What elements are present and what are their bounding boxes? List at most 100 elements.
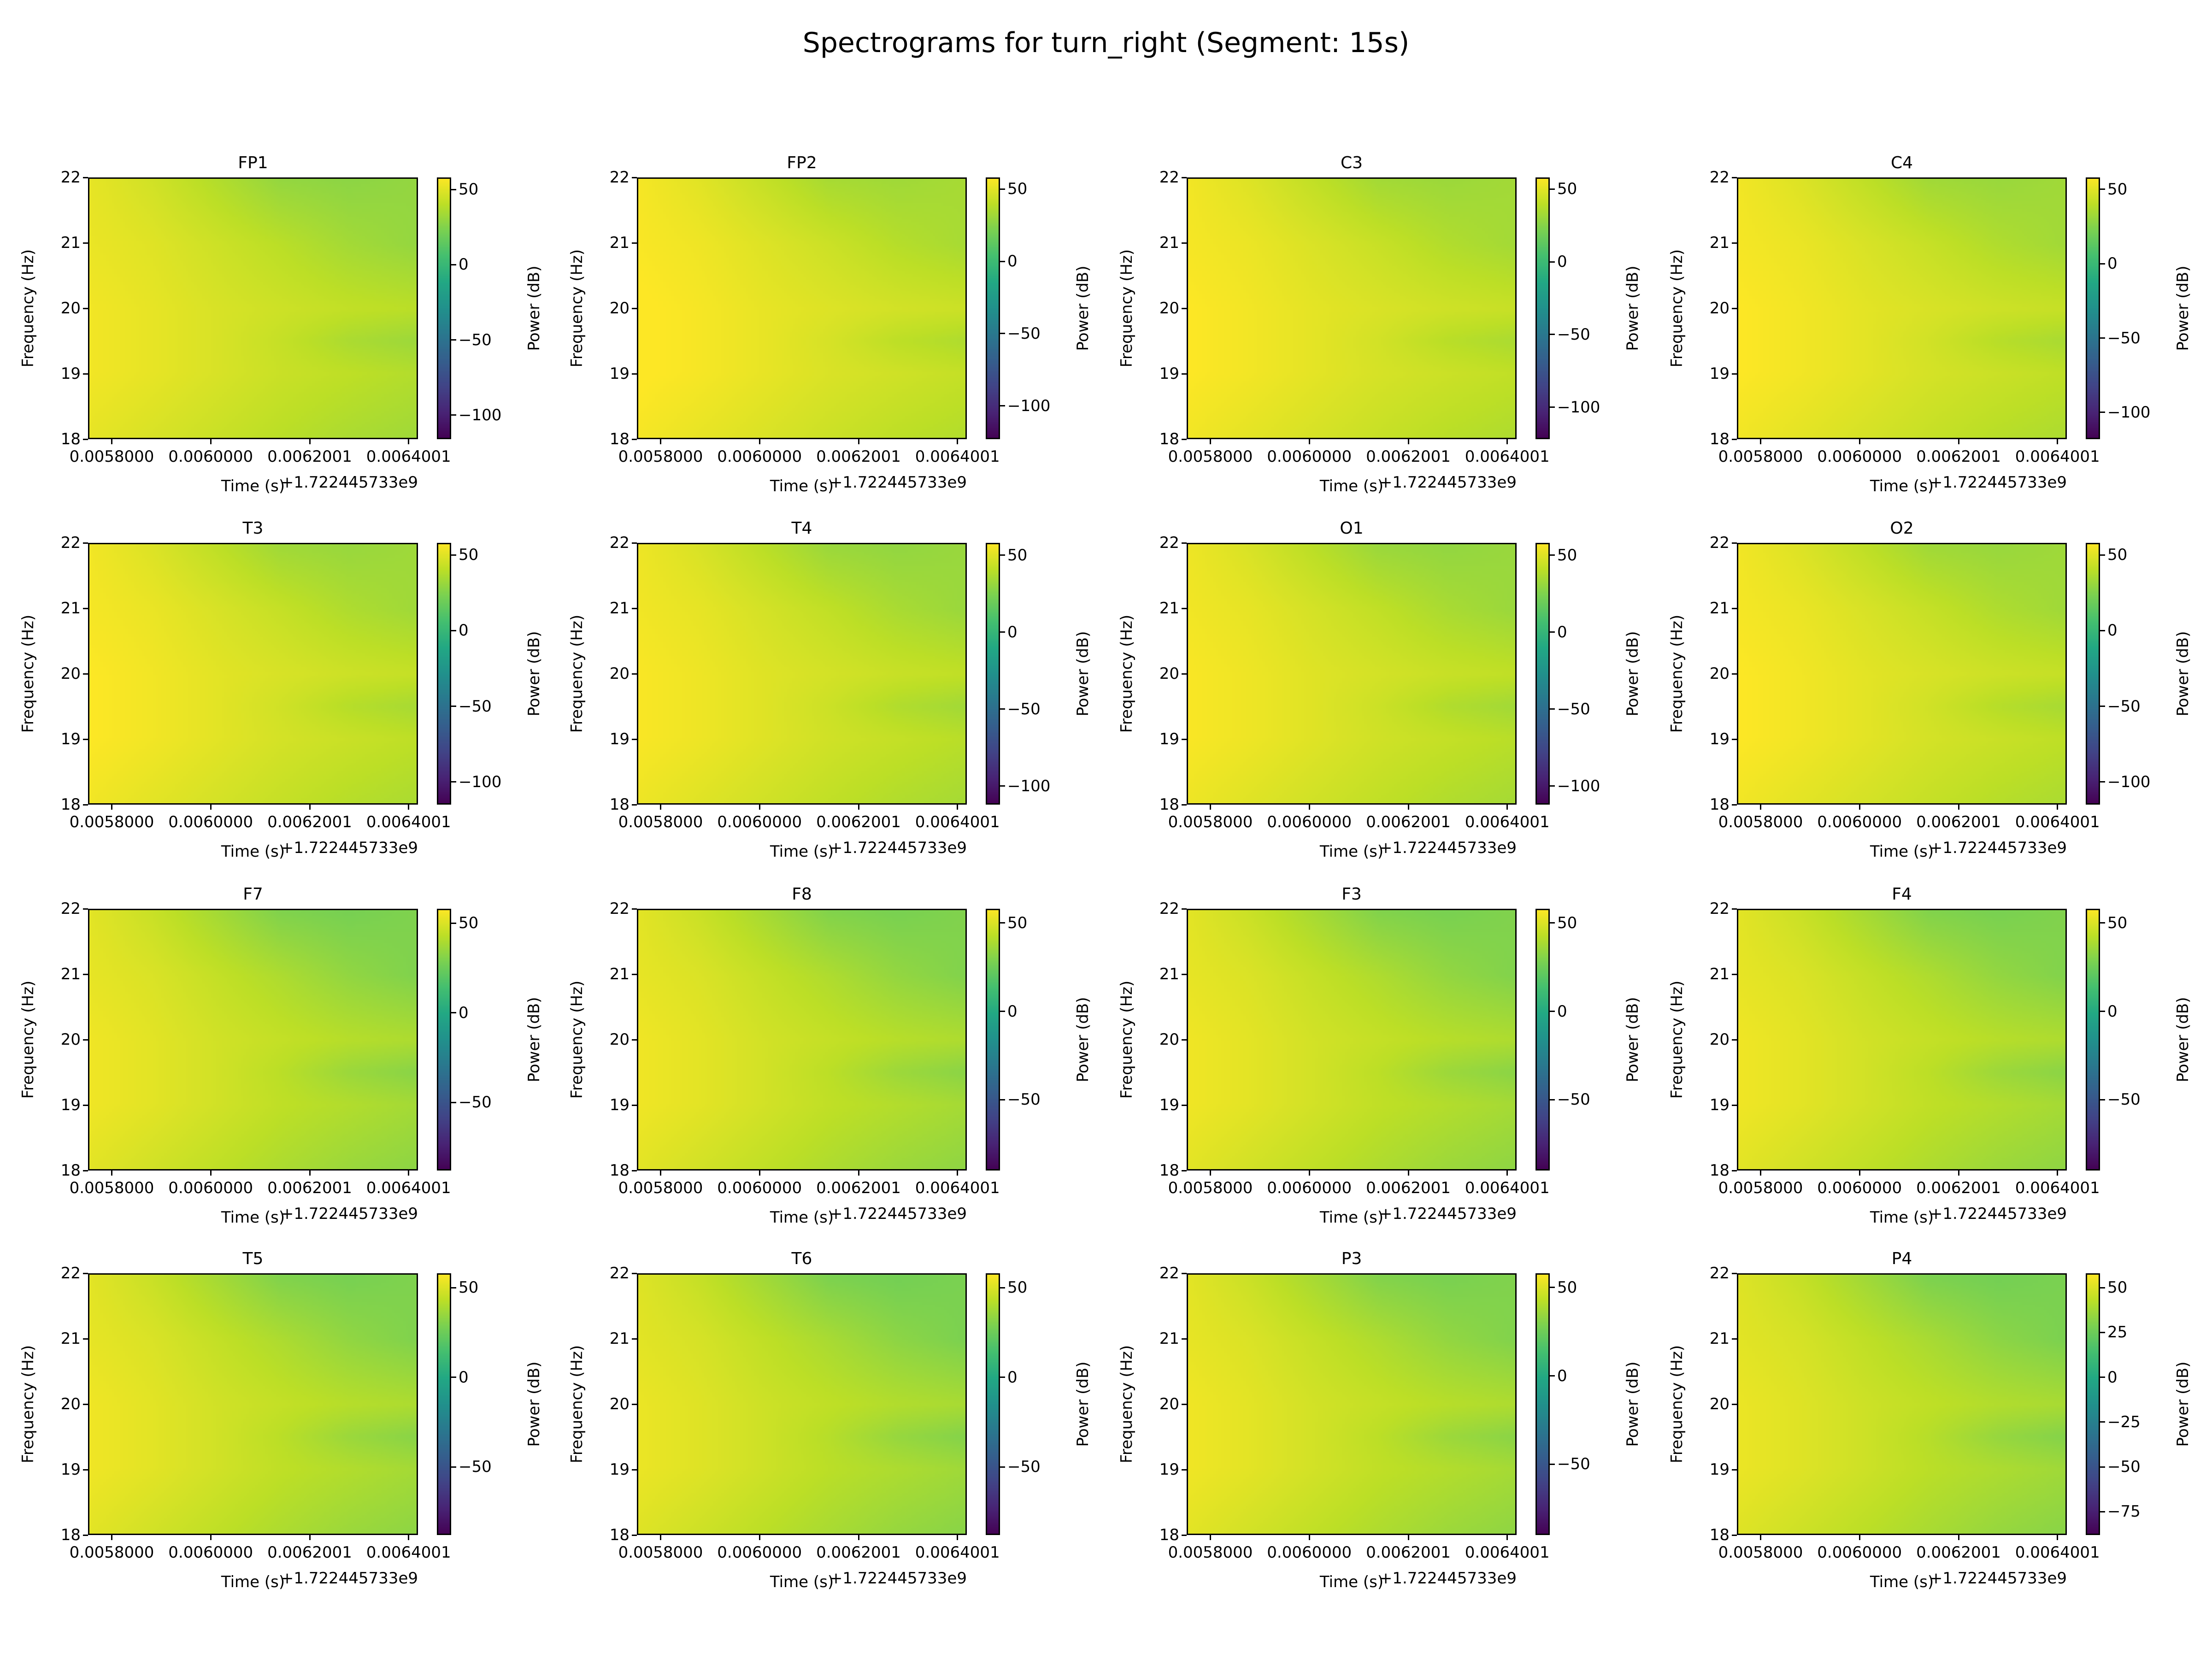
y-tick-mark	[83, 542, 88, 544]
x-tick-mark	[1958, 439, 1959, 444]
colorbar-tick-label: −100	[1007, 777, 1051, 795]
x-tick-label: 0.0058000	[618, 447, 703, 466]
y-tick-label: 22	[1159, 534, 1179, 552]
colorbar-tick-mark	[2100, 1377, 2105, 1378]
colorbar-tick-mark	[2100, 1331, 2105, 1333]
y-tick-mark	[1732, 1272, 1737, 1274]
y-tick-label: 18	[609, 430, 629, 448]
axes-frame	[1737, 1273, 2067, 1535]
colorbar-frame	[1535, 543, 1550, 805]
colorbar-tick-mark	[1550, 1011, 1555, 1012]
colorbar-P4	[2086, 1273, 2100, 1535]
colorbar-tick-mark	[1550, 554, 1555, 556]
y-axis-label: Frequency (Hz)	[1668, 1345, 1686, 1464]
colorbar-F7	[437, 909, 451, 1171]
figure-title: Spectrograms for turn_right (Segment: 15…	[802, 27, 1410, 59]
colorbar-tick-label: −50	[1007, 1458, 1041, 1477]
spectrogram-heatmap-P4	[1737, 1273, 2067, 1535]
y-tick-label: 22	[609, 534, 629, 552]
x-tick-mark	[759, 805, 760, 810]
spectrogram-heatmap-F3	[1187, 909, 1517, 1171]
colorbar-P3	[1535, 1273, 1550, 1535]
x-axis-label: Time (s)	[770, 1208, 834, 1227]
y-tick-mark	[1732, 1403, 1737, 1405]
x-axis-label: Time (s)	[770, 1573, 834, 1591]
x-tick-label: 0.0064001	[366, 813, 451, 831]
panel-title: T5	[242, 1249, 264, 1268]
colorbar-tick-label: 50	[1557, 1278, 1577, 1297]
x-tick-label: 0.0060000	[717, 1179, 802, 1197]
x-tick-mark	[111, 805, 113, 810]
axes-frame	[637, 1273, 967, 1535]
x-tick-label: 0.0058000	[69, 813, 154, 831]
y-tick-mark	[1182, 176, 1187, 178]
y-tick-mark	[632, 607, 637, 609]
axes-frame	[637, 177, 967, 439]
colorbar-tick-mark	[2100, 263, 2105, 265]
colorbar-tick-label: −50	[1557, 1090, 1590, 1109]
x-tick-label: 0.0062001	[1916, 1543, 2001, 1562]
x-tick-label: 0.0060000	[1817, 1179, 1902, 1197]
x-tick-mark	[2057, 439, 2059, 444]
y-tick-mark	[1732, 242, 1737, 244]
x-tick-label: 0.0060000	[1817, 1543, 1902, 1562]
x-tick-mark	[1308, 805, 1310, 810]
x-tick-label: 0.0058000	[1168, 1179, 1253, 1197]
y-tick-label: 20	[1159, 665, 1179, 683]
x-tick-label: 0.0058000	[1718, 1179, 1803, 1197]
x-offset-label: +1.722445733e9	[1379, 1205, 1517, 1223]
x-tick-label: 0.0058000	[1168, 1543, 1253, 1562]
colorbar-tick-mark	[1000, 631, 1005, 633]
x-tick-mark	[309, 1171, 311, 1176]
y-tick-label: 20	[609, 665, 629, 683]
y-tick-mark	[1182, 307, 1187, 309]
x-tick-mark	[858, 805, 859, 810]
colorbar-tick-label: 0	[459, 621, 469, 640]
colorbar-tick-label: 0	[1007, 1002, 1018, 1021]
colorbar-tick-label: 50	[2107, 180, 2128, 199]
y-tick-mark	[1182, 1039, 1187, 1041]
colorbar-frame	[2086, 1273, 2100, 1535]
x-tick-mark	[408, 439, 410, 444]
colorbar-tick-label: 50	[2107, 546, 2128, 565]
y-axis-label: Frequency (Hz)	[1118, 980, 1136, 1099]
x-tick-label: 0.0058000	[618, 1543, 703, 1562]
x-offset-label: +1.722445733e9	[280, 473, 418, 492]
y-tick-label: 21	[609, 1330, 629, 1348]
y-tick-mark	[1182, 1403, 1187, 1405]
y-tick-label: 18	[60, 1161, 81, 1180]
colorbar-tick-label: 0	[1007, 1368, 1018, 1387]
y-tick-mark	[632, 908, 637, 910]
x-tick-label: 0.0058000	[618, 813, 703, 831]
colorbar-tick-mark	[2100, 337, 2105, 339]
x-tick-label: 0.0062001	[1916, 1179, 2001, 1197]
y-tick-mark	[1732, 804, 1737, 806]
colorbar-tick-label: 50	[2107, 913, 2128, 932]
y-tick-mark	[1732, 1104, 1737, 1106]
panel-title: P4	[1891, 1249, 1912, 1268]
colorbar-tick-label: −50	[459, 1093, 492, 1112]
y-tick-mark	[83, 307, 88, 309]
x-axis-label: Time (s)	[221, 1208, 285, 1227]
colorbar-tick-label: 0	[2107, 621, 2118, 640]
y-tick-label: 19	[609, 1460, 629, 1479]
x-offset-label: +1.722445733e9	[1379, 839, 1517, 857]
colorbar-tick-mark	[2100, 1511, 2105, 1512]
colorbar-frame	[1535, 1273, 1550, 1535]
x-tick-label: 0.0062001	[267, 813, 352, 831]
x-tick-mark	[210, 439, 212, 444]
colorbar-tick-mark	[2100, 412, 2105, 413]
y-axis-label: Frequency (Hz)	[568, 1345, 586, 1464]
x-tick-label: 0.0064001	[366, 1179, 451, 1197]
colorbar-tick-label: −100	[1007, 396, 1051, 415]
colorbar-frame	[986, 909, 1000, 1171]
colorbar-tick-label: −50	[1557, 700, 1590, 718]
colorbar-FP1	[437, 177, 451, 439]
colorbar-tick-label: 0	[1557, 1002, 1567, 1021]
x-offset-label: +1.722445733e9	[1379, 473, 1517, 492]
x-offset-label: +1.722445733e9	[1929, 1205, 2067, 1223]
x-tick-mark	[759, 1171, 760, 1176]
colorbar-tick-label: 50	[459, 180, 479, 199]
x-tick-mark	[957, 1535, 959, 1540]
